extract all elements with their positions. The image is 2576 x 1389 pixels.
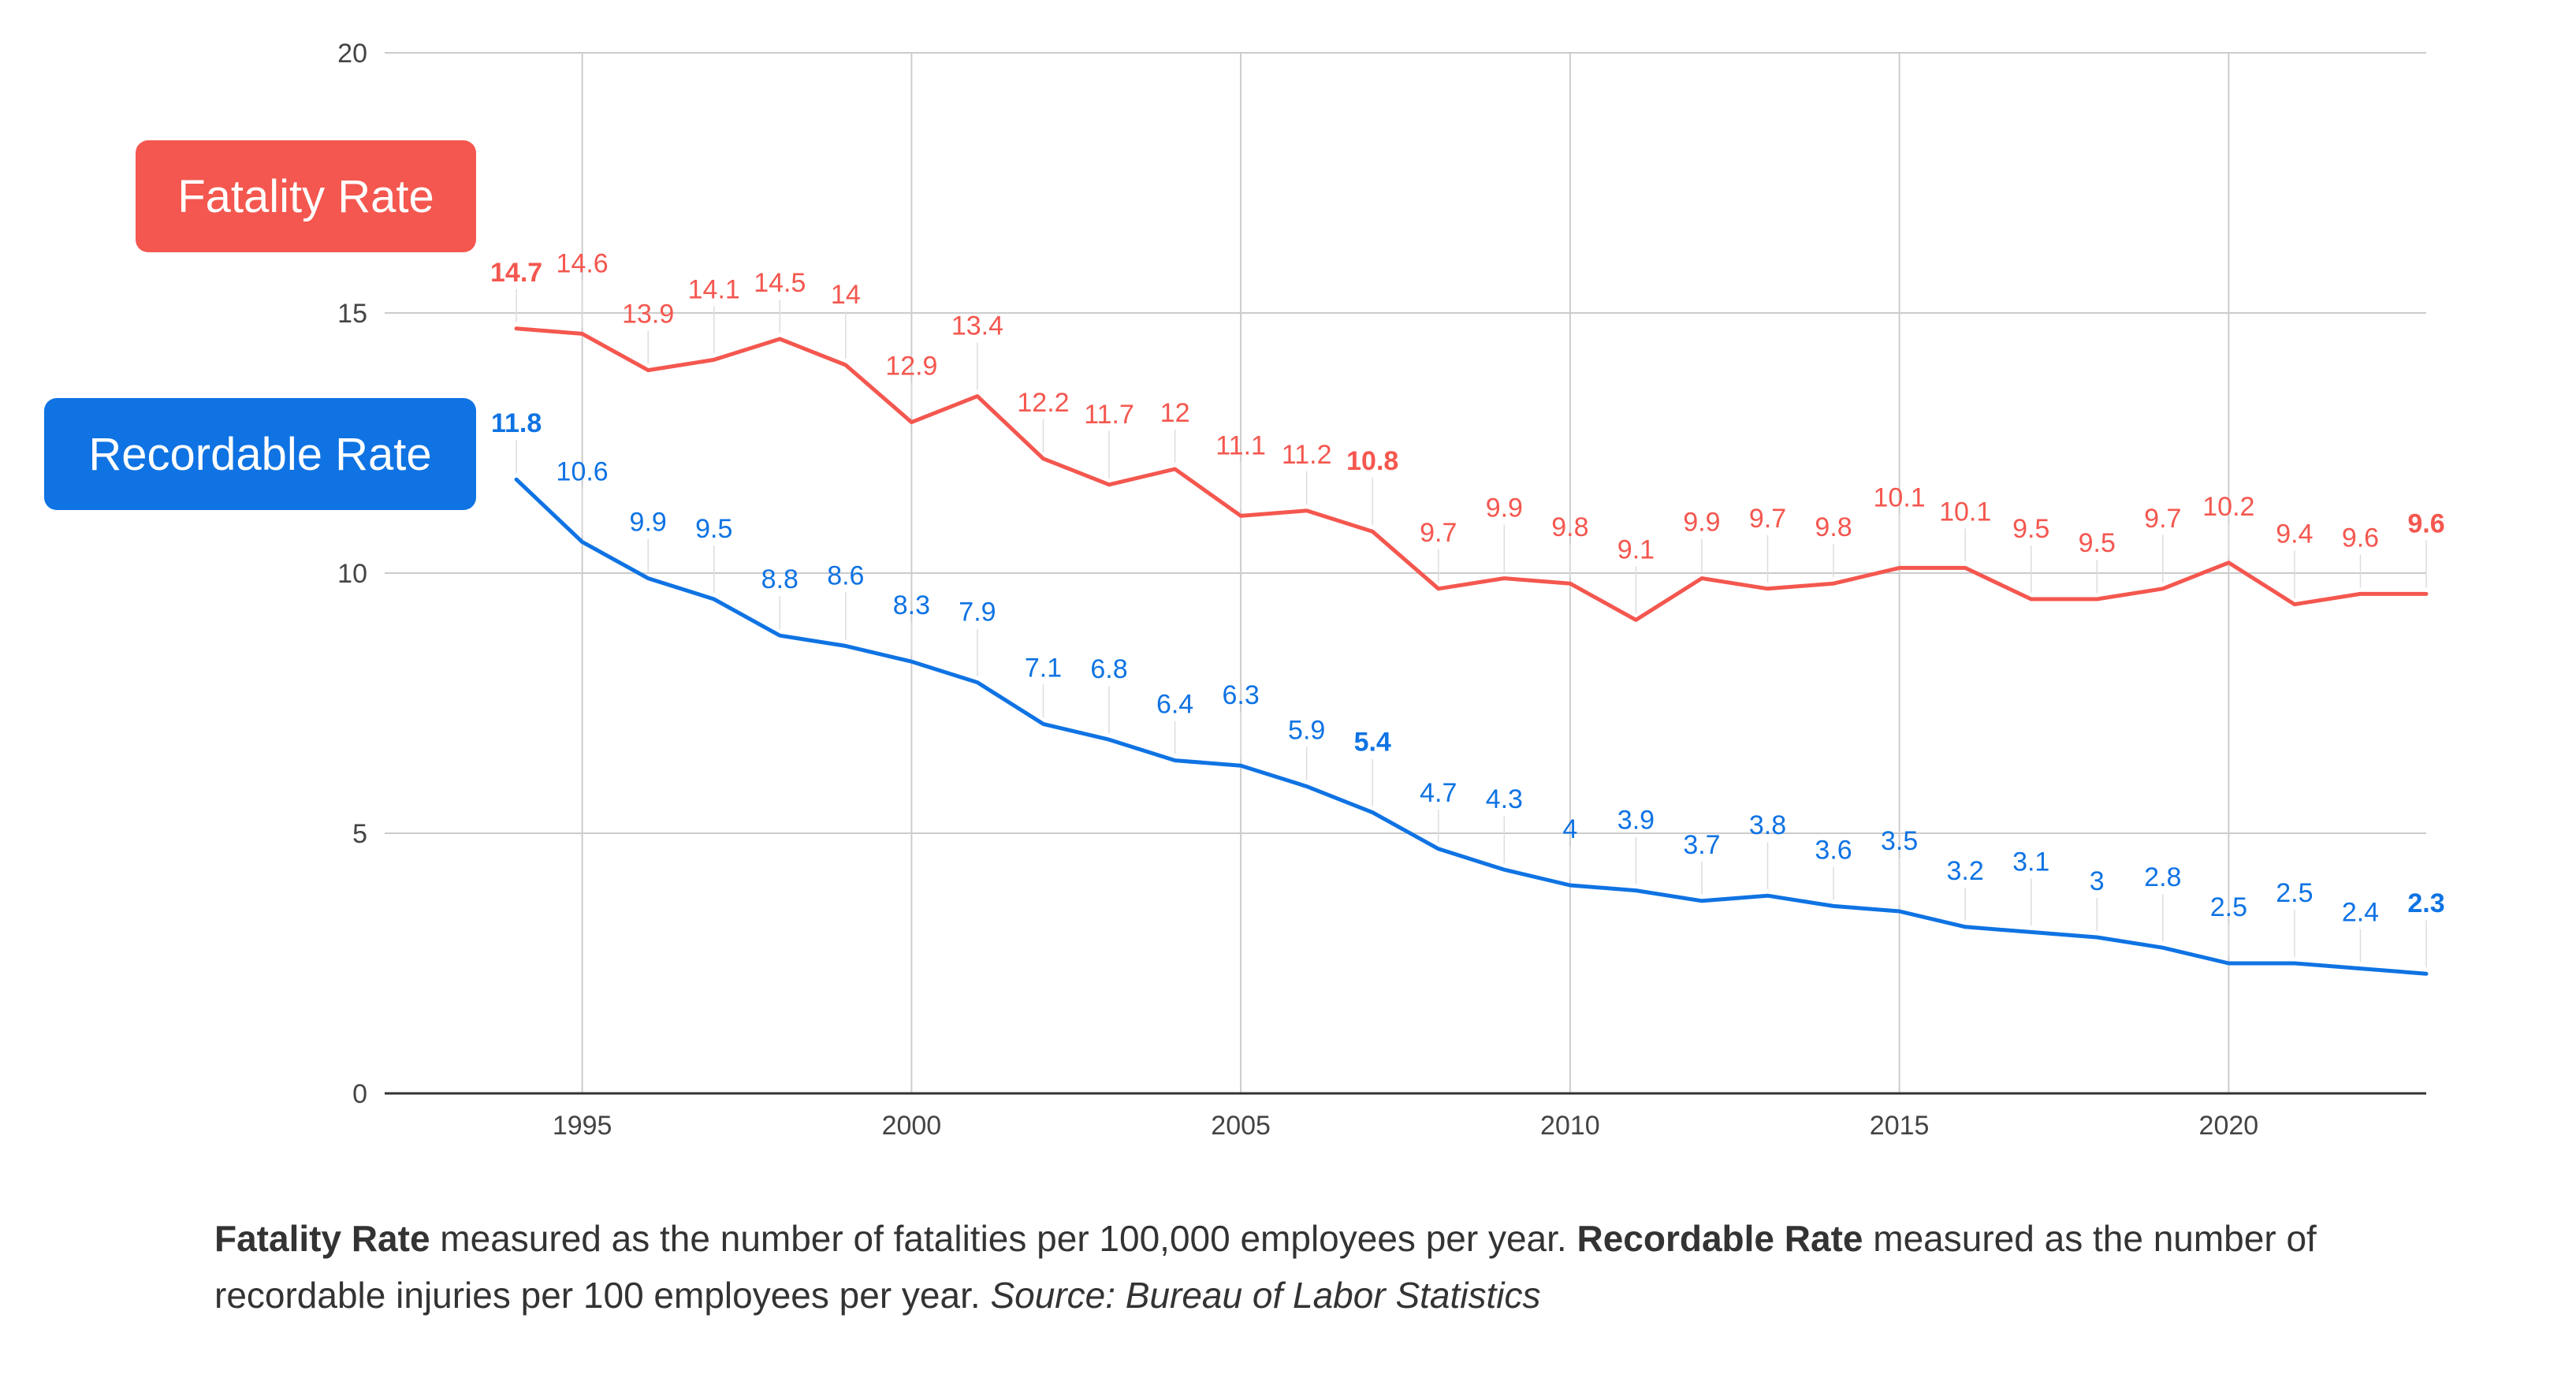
y-tick-label: 15	[337, 299, 367, 329]
data-label: 9.7	[2144, 504, 2181, 534]
data-label: 10.1	[1874, 482, 1926, 512]
data-label: 4.3	[1486, 784, 1523, 814]
series-line-recordable	[514, 477, 2429, 976]
data-label: 10.8	[1346, 446, 1398, 476]
data-label: 10.2	[2202, 492, 2254, 522]
data-label: 3	[2090, 866, 2105, 896]
gridlines	[385, 52, 2426, 1093]
caption-source: Source: Bureau of Labor Statistics	[990, 1275, 1541, 1316]
data-label: 9.8	[1551, 512, 1588, 542]
data-label: 3.5	[1881, 826, 1918, 856]
series-line-fatality	[514, 326, 2429, 622]
data-label: 10.1	[1939, 497, 1991, 527]
y-tick-label: 5	[352, 819, 367, 849]
x-tick-label: 1995	[553, 1111, 612, 1141]
data-label: 8.8	[761, 564, 798, 594]
data-label: 2.4	[2342, 898, 2379, 928]
data-label: 14.5	[754, 268, 806, 298]
data-label: 14	[831, 280, 861, 310]
caption-recordable-text: measured as the number of recordable inj…	[214, 1218, 2317, 1316]
data-label: 9.9	[630, 508, 667, 538]
data-label: 2.5	[2276, 878, 2313, 908]
caption-recordable-term: Recordable Rate	[1576, 1218, 1863, 1259]
series-lines	[514, 326, 2429, 976]
x-tick-label: 2005	[1211, 1111, 1271, 1141]
data-label: 3.6	[1815, 835, 1852, 865]
data-label: 4.7	[1420, 778, 1457, 808]
chart-caption: Fatality Rate measured as the number of …	[214, 1210, 2382, 1324]
data-label: 7.1	[1025, 653, 1062, 683]
data-label: 2.5	[2210, 892, 2247, 922]
data-label: 6.8	[1090, 654, 1127, 684]
data-label: 11.8	[491, 408, 542, 438]
data-label: 9.4	[2276, 519, 2313, 549]
data-label: 5.4	[1354, 728, 1391, 758]
legend-fatality-box	[136, 140, 476, 252]
data-label: 9.5	[2079, 528, 2116, 558]
x-tick-label: 2020	[2199, 1111, 2259, 1141]
caption-fatality-text: measured as the number of fatalities per…	[430, 1218, 1577, 1259]
data-label: 14.1	[688, 274, 740, 304]
data-label: 9.9	[1683, 508, 1720, 538]
data-label: 3.1	[2012, 847, 2049, 877]
legend-recordable-box	[44, 398, 476, 510]
legend-fatality-label: Fatality Rate	[177, 171, 434, 222]
data-label: 9.5	[695, 514, 732, 544]
data-label: 5.9	[1288, 716, 1325, 746]
data-label: 9.1	[1617, 534, 1655, 564]
data-label: 9.7	[1420, 518, 1457, 548]
data-label: 3.2	[1947, 856, 1984, 886]
data-label: 7.9	[959, 598, 996, 627]
y-tick-label: 20	[337, 39, 367, 69]
y-tick-label: 0	[352, 1079, 367, 1109]
x-tick-label: 2015	[1870, 1111, 1930, 1141]
data-label: 3.7	[1683, 830, 1720, 860]
data-label: 2.3	[2407, 888, 2444, 918]
data-label: 12.9	[885, 352, 937, 382]
axes: 0 5 10 15 20 1995 2000 2005 2010 2015 2020	[337, 39, 2426, 1141]
data-label: 9.6	[2342, 523, 2379, 553]
data-label: 8.6	[827, 560, 864, 590]
data-labels: 14.7 14.6 13.9 14.1 14.5 14 12.9 13.4 12.2 11.7 12…	[490, 248, 2445, 968]
data-label: 11.1	[1215, 430, 1266, 460]
y-tick-label: 10	[337, 559, 367, 589]
data-label: 13.4	[951, 311, 1003, 341]
data-label: 9.9	[1486, 493, 1523, 523]
data-label: 13.9	[622, 300, 674, 330]
data-label: 6.4	[1156, 690, 1193, 720]
legend: Fatality Rate Recordable Rate	[44, 140, 476, 510]
data-label: 2.8	[2144, 862, 2181, 892]
data-label: 3.9	[1617, 806, 1655, 836]
data-label: 9.6	[2407, 508, 2444, 538]
x-tick-label: 2000	[882, 1111, 942, 1141]
legend-recordable-label: Recordable Rate	[88, 429, 431, 480]
data-label: 9.8	[1815, 512, 1852, 542]
data-label: 11.7	[1084, 400, 1134, 430]
data-label: 14.7	[490, 258, 542, 288]
data-label: 8.3	[893, 590, 930, 620]
caption-fatality-term: Fatality Rate	[214, 1218, 430, 1259]
x-tick-label: 2010	[1540, 1111, 1600, 1141]
data-label: 4	[1562, 814, 1577, 844]
data-label: 9.7	[1749, 504, 1786, 534]
data-label: 9.5	[2012, 514, 2049, 544]
data-label: 14.6	[557, 248, 609, 278]
data-label: 10.6	[557, 456, 609, 486]
data-label: 12.2	[1017, 388, 1069, 418]
data-label: 6.3	[1222, 680, 1259, 710]
data-label: 11.2	[1282, 440, 1332, 470]
data-label: 3.8	[1749, 810, 1786, 840]
data-label: 12	[1160, 398, 1190, 428]
